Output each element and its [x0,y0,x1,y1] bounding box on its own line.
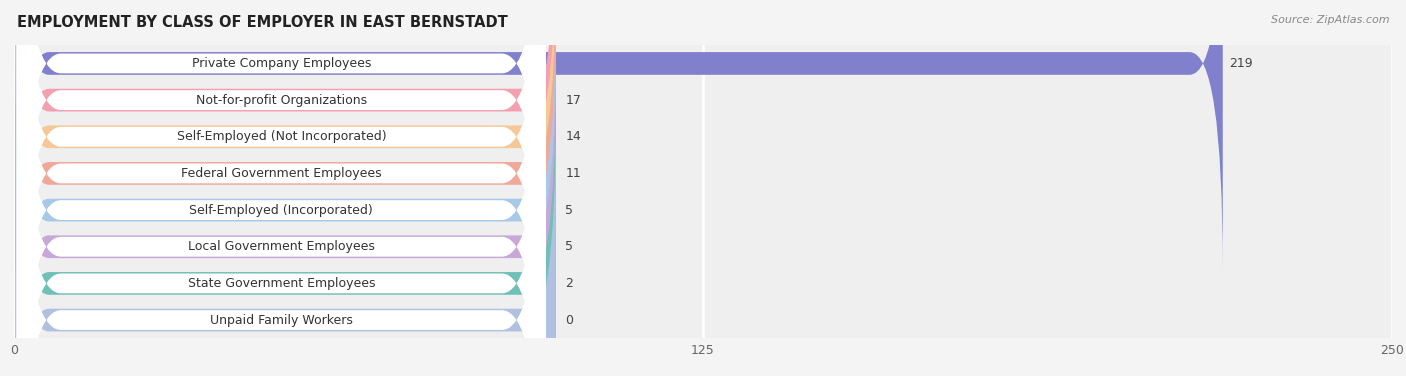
FancyBboxPatch shape [15,0,1223,272]
Text: 219: 219 [1229,57,1253,70]
FancyBboxPatch shape [17,0,546,376]
Bar [14,192,1392,229]
FancyBboxPatch shape [15,75,555,376]
Bar [14,229,1392,265]
Text: 5: 5 [565,203,574,217]
FancyBboxPatch shape [15,2,555,376]
FancyBboxPatch shape [17,0,546,376]
FancyBboxPatch shape [15,0,555,346]
Bar [14,118,1392,155]
Bar [14,82,1392,118]
Text: Federal Government Employees: Federal Government Employees [181,167,381,180]
Text: State Government Employees: State Government Employees [187,277,375,290]
Bar [14,265,1392,302]
Text: Unpaid Family Workers: Unpaid Family Workers [209,314,353,327]
Text: 14: 14 [565,130,581,143]
FancyBboxPatch shape [15,0,555,309]
Text: Source: ZipAtlas.com: Source: ZipAtlas.com [1271,15,1389,25]
Text: 2: 2 [565,277,574,290]
FancyBboxPatch shape [17,0,546,376]
Text: Self-Employed (Incorporated): Self-Employed (Incorporated) [190,203,373,217]
Text: Self-Employed (Not Incorporated): Self-Employed (Not Incorporated) [177,130,387,143]
FancyBboxPatch shape [17,0,546,376]
FancyBboxPatch shape [17,37,546,376]
Text: 17: 17 [565,94,581,107]
Text: 0: 0 [565,314,574,327]
FancyBboxPatch shape [15,0,555,376]
FancyBboxPatch shape [17,0,546,376]
Text: Not-for-profit Organizations: Not-for-profit Organizations [195,94,367,107]
Text: 11: 11 [565,167,581,180]
Text: EMPLOYMENT BY CLASS OF EMPLOYER IN EAST BERNSTADT: EMPLOYMENT BY CLASS OF EMPLOYER IN EAST … [17,15,508,30]
Bar [14,302,1392,338]
Text: Local Government Employees: Local Government Employees [188,240,375,253]
Bar [14,155,1392,192]
Bar [14,45,1392,82]
FancyBboxPatch shape [15,111,555,376]
Text: 5: 5 [565,240,574,253]
Text: Private Company Employees: Private Company Employees [191,57,371,70]
FancyBboxPatch shape [15,38,555,376]
FancyBboxPatch shape [17,0,546,347]
FancyBboxPatch shape [17,0,546,376]
